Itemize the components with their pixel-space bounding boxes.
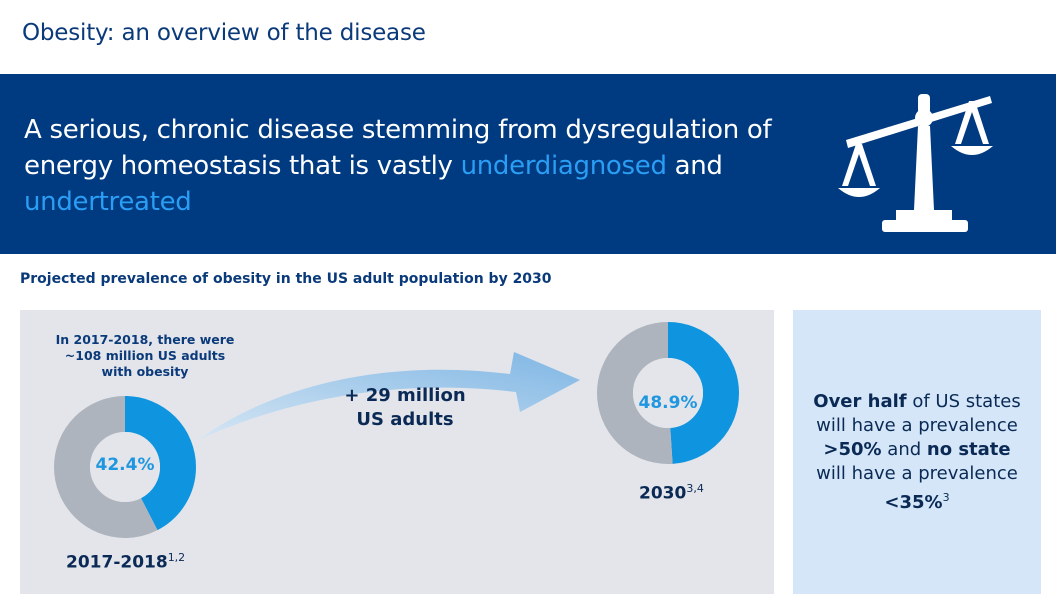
donut-2030: 48.9% bbox=[597, 322, 739, 464]
callout-over-half: Over half bbox=[813, 391, 907, 412]
donut-hole bbox=[90, 432, 160, 502]
page-title: Obesity: an overview of the disease bbox=[22, 20, 426, 46]
banner-highlight-underdiagnosed: underdiagnosed bbox=[460, 151, 667, 181]
callout-text-3: will have a prevalence bbox=[816, 463, 1018, 484]
year-label-2017-footnote: 1,2 bbox=[167, 551, 186, 564]
callout-footnote: 3 bbox=[942, 491, 950, 504]
balance-scale-icon bbox=[838, 94, 993, 232]
callout-under-35: <35% bbox=[884, 492, 943, 513]
increase-label: + 29 million US adults bbox=[335, 384, 475, 432]
callout-no-state: no state bbox=[926, 439, 1011, 460]
donut-2017: 42.4% bbox=[54, 396, 196, 538]
section-title: Projected prevalence of obesity in the U… bbox=[20, 271, 552, 287]
donut-2017-value: 42.4% bbox=[95, 455, 155, 475]
donut-slice-other bbox=[597, 322, 739, 464]
donut-2030-value: 48.9% bbox=[638, 393, 698, 413]
callout-over-50: >50% bbox=[823, 439, 882, 460]
year-label-2030-text: 2030 bbox=[639, 483, 687, 504]
baseline-note: In 2017-2018, there were ~108 million US… bbox=[55, 332, 235, 379]
callout-text: Over half of US states will have a preva… bbox=[807, 390, 1027, 515]
year-label-2030: 20303,4 bbox=[639, 482, 704, 504]
year-label-2017: 2017-20181,2 bbox=[66, 551, 185, 573]
year-label-2030-footnote: 3,4 bbox=[686, 482, 704, 495]
increase-arrow-icon bbox=[198, 352, 580, 440]
banner-text-part1: A serious, chronic disease stemming from… bbox=[24, 115, 772, 181]
banner-text-part2: and bbox=[666, 151, 723, 181]
callout-panel: Over half of US states will have a preva… bbox=[793, 310, 1041, 594]
banner: A serious, chronic disease stemming from… bbox=[0, 74, 1056, 254]
donut-hole bbox=[633, 358, 703, 428]
increase-line2: US adults bbox=[356, 409, 454, 430]
donut-slice-other bbox=[54, 396, 196, 538]
increase-line1: + 29 million bbox=[344, 385, 466, 406]
chart-panel: In 2017-2018, there were ~108 million US… bbox=[20, 310, 774, 594]
year-label-2017-text: 2017-2018 bbox=[66, 552, 168, 573]
callout-text-2: and bbox=[881, 439, 927, 460]
banner-highlight-undertreated: undertreated bbox=[24, 187, 192, 217]
banner-text: A serious, chronic disease stemming from… bbox=[24, 112, 784, 220]
callout-text-1: of US states will have a prevalence bbox=[816, 391, 1021, 436]
